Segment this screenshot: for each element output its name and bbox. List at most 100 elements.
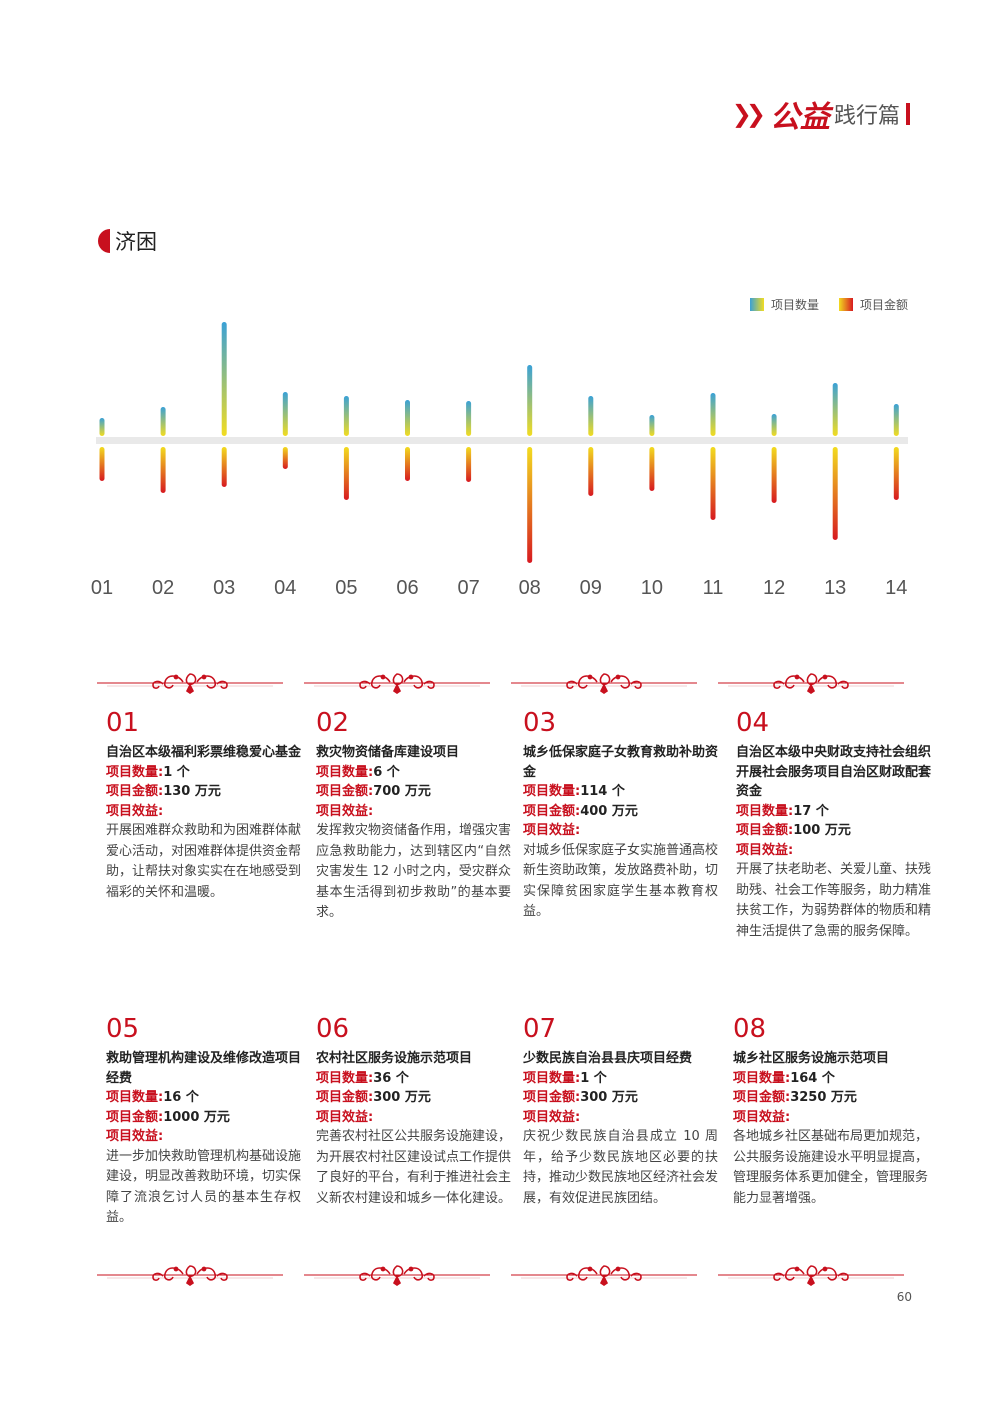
bar-count-05 [343,396,349,436]
card-number: 08 [733,1014,767,1044]
count-value: 16 个 [163,1090,199,1105]
card-amount-row: 项目金额:400 万元 [523,802,718,822]
half-circle-icon [98,229,110,253]
x-tick-label: 04 [274,577,296,599]
section-title: 济困 [115,230,157,254]
count-value: 17 个 [793,803,829,819]
bar-count-07 [466,401,472,436]
card-count-row: 项目数量:17 个 [736,802,931,822]
count-label: 项目数量: [316,764,374,780]
card-description: 开展了扶老助老、关爱儿童、扶残助残、社会工作等服务，助力精准扶贫工作，为弱势群体… [736,862,932,939]
card-effect-row: 项目效益: [733,1108,928,1128]
header-bar [906,103,910,125]
card-description: 发挥救灾物资储备作用，增强灾害应急救助能力，达到辖区内“自然灾害发生 12 小时… [316,823,512,920]
chart-legend: 项目数量 项目金额 [749,296,908,313]
bar-count-11 [710,393,716,436]
card-description: 完善农村社区公共服务设施建设，为开展农村社区建设试点工作提供了良好的平台，有利于… [316,1129,512,1206]
x-tick-label: 10 [641,577,663,599]
card-number: 07 [523,1014,557,1044]
section-heading: 济困 [98,226,157,256]
x-tick-label: 14 [885,577,907,599]
card-amount-row: 项目金额:3250 万元 [733,1088,928,1108]
bar-count-09 [588,396,594,436]
card-number: 02 [316,708,350,738]
ornament-divider [511,670,697,698]
ornament-divider [718,670,904,698]
count-label: 项目数量: [316,1070,374,1086]
amount-value: 400 万元 [580,803,638,819]
count-value: 164 个 [790,1070,835,1086]
effect-label: 项目效益: [316,1109,374,1125]
ornament-divider [718,1262,904,1290]
x-tick-label: 05 [335,577,357,599]
amount-label: 项目金额: [106,1109,164,1125]
effect-label: 项目效益: [106,1129,164,1144]
card-number: 06 [316,1014,350,1044]
card-amount-row: 项目金额:130 万元 [106,782,301,802]
bar-count-02 [160,407,166,436]
card-title: 少数民族自治县县庆项目经费 [523,1051,693,1066]
x-tick-label: 07 [457,577,479,599]
x-tick-label: 12 [763,577,785,599]
card-effect-row: 项目效益: [106,802,301,822]
amount-value: 100 万元 [793,823,851,838]
card-amount-row: 项目金额:300 万元 [523,1088,718,1108]
card-amount-row: 项目金额:1000 万元 [106,1108,301,1128]
card-number: 03 [523,708,557,738]
effect-label: 项目效益: [316,803,374,819]
amount-value: 300 万元 [373,1090,431,1105]
amount-label: 项目金额: [316,784,374,799]
amount-value: 300 万元 [580,1090,638,1105]
amount-value: 700 万元 [373,784,431,799]
bar-amount-05 [343,447,349,500]
count-label: 项目数量: [733,1070,791,1086]
chart-baseline [96,437,908,444]
legend-item-count: 项目数量 [749,296,819,313]
amount-label: 项目金额: [106,784,164,799]
x-tick-label: 02 [152,577,174,599]
bar-amount-14 [893,447,899,500]
page-header: ❯❯ 公益 践行篇 [732,92,910,136]
card-description: 庆祝少数民族自治县成立 10 周年，给予少数民族地区必要的扶持，推动少数民族地区… [523,1129,719,1206]
bar-count-04 [282,392,288,436]
bar-count-06 [405,400,410,436]
bar-chart: 01 02 03 04 05 06 07 08 09 10 11 12 13 14 [91,322,908,599]
card-amount-row: 项目金额:700 万元 [316,782,511,802]
card-number: 01 [106,708,140,738]
count-label: 项目数量: [523,784,581,799]
bar-amount-11 [710,447,716,520]
bar-amount-13 [832,447,838,540]
count-value: 6 个 [373,764,400,780]
project-card: 02 救灾物资储备库建设项目 项目数量:6 个项目金额:700 万元 项目效益: 发挥救… [316,708,511,924]
x-tick-label: 03 [213,577,235,599]
amount-label: 项目金额: [736,823,794,838]
card-amount-row: 项目金额:100 万元 [736,821,931,841]
bar-count-10 [649,415,655,436]
ornament-divider [304,1262,490,1290]
card-count-row: 项目数量:16 个 [106,1088,301,1108]
project-card: 08 城乡社区服务设施示范项目 项目数量:164 个项目金额:3250 万元 项目效益… [733,1014,928,1209]
card-title: 农村社区服务设施示范项目 [316,1051,473,1066]
card-title: 城乡社区服务设施示范项目 [733,1051,890,1066]
bar-amount-01 [99,447,105,481]
card-title: 救灾物资储备库建设项目 [316,745,460,760]
project-card: 06 农村社区服务设施示范项目 项目数量:36 个项目金额:300 万元 项目效益: 完… [316,1014,511,1209]
project-card: 07 少数民族自治县县庆项目经费 项目数量:1 个项目金额:300 万元 项目效益: 庆… [523,1014,718,1209]
card-effect-row: 项目效益: [316,802,511,822]
legend-swatch-amount [838,298,853,311]
bar-amount-06 [405,447,410,481]
bar-count-01 [99,418,105,436]
amount-label: 项目金额: [733,1090,791,1105]
card-title: 自治区本级福利彩票维稳爱心基金 [106,745,302,760]
card-description: 开展困难群众救助和为困难群体献爱心活动，对困难群体提供资金帮助，让帮扶对象实实在… [106,823,302,900]
bar-amount-07 [466,447,472,482]
card-description: 对城乡低保家庭子女实施普通高校新生资助政策，发放路费补助，切实保障贫困家庭学生基… [523,842,719,920]
card-title: 自治区本级中央财政支持社会组织开展社会服务项目自治区财政配套资金 [736,745,932,799]
amount-label: 项目金额: [316,1090,374,1105]
x-tick-label: 01 [91,577,113,599]
count-label: 项目数量: [106,764,164,780]
header-subtitle: 践行篇 [833,104,900,129]
header-brand: 公益 [769,100,830,135]
x-tick-label: 06 [396,577,418,599]
count-value: 1 个 [580,1070,607,1086]
